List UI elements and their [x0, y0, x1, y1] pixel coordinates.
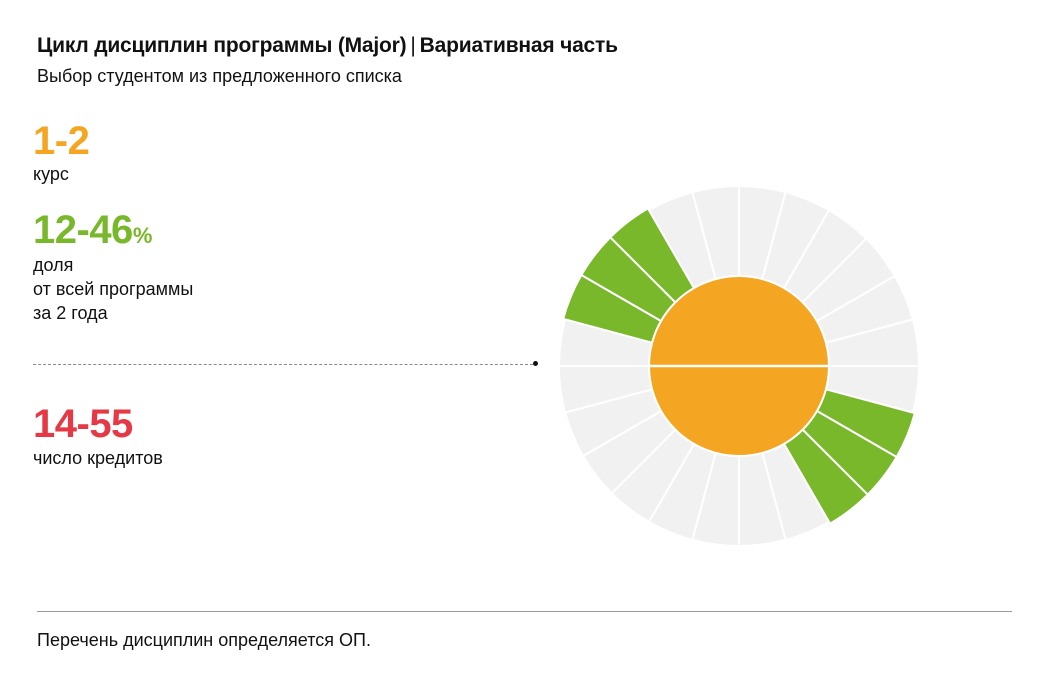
share-label-line: доля	[33, 255, 74, 275]
title-part: Вариативная часть	[419, 34, 618, 57]
page-subtitle: Выбор студентом из предложенного списка	[37, 66, 402, 86]
course-label: курс	[33, 164, 69, 184]
share-unit: %	[132, 223, 153, 248]
sunburst-center-half	[647, 365, 831, 457]
bottom-divider	[37, 611, 1012, 612]
divider-dotted-line	[33, 364, 533, 365]
course-value: 1-2	[33, 119, 90, 163]
title-main: Цикл дисциплин программы (Major)	[37, 34, 407, 57]
credits-value-text: 14-55	[33, 402, 133, 446]
share-value: 12-46%	[33, 210, 152, 256]
share-label: доля от всей программы за 2 года	[33, 253, 193, 325]
title-separator: |	[410, 34, 416, 57]
share-label-line: от всей программы	[33, 279, 194, 299]
sunburst-center-half	[647, 275, 831, 367]
course-value-text: 1-2	[33, 119, 90, 163]
page-title: Цикл дисциплин программы (Major) | Вариати…	[37, 34, 618, 58]
footnote: Перечень дисциплин определяется ОП.	[37, 630, 371, 650]
share-label-line: за 2 года	[33, 303, 108, 323]
share-value-text: 12-46	[33, 208, 133, 252]
credits-value: 14-55	[33, 404, 133, 444]
connector-dot	[533, 361, 538, 366]
credits-label: число кредитов	[33, 448, 163, 468]
